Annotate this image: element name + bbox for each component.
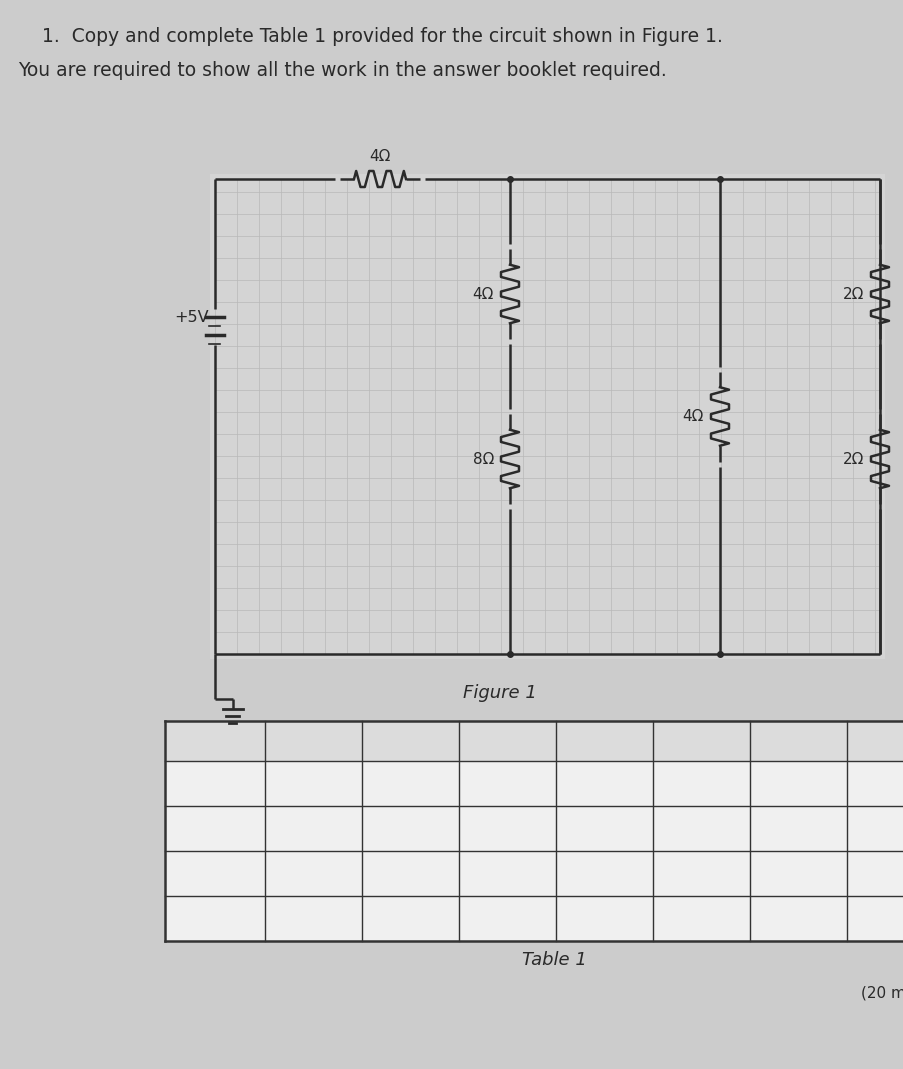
Text: 2: 2 [889, 775, 900, 792]
Text: 2Ω: 2Ω [842, 451, 863, 466]
Text: You are required to show all the work in the answer booklet required.: You are required to show all the work in… [18, 61, 666, 80]
Text: R$_6$: R$_6$ [883, 731, 903, 752]
Text: 4: 4 [695, 775, 706, 792]
Text: R$_4$: R$_4$ [690, 731, 712, 752]
Text: P/ W: P/ W [172, 910, 212, 928]
Text: 4: 4 [405, 775, 415, 792]
Text: Figure 1: Figure 1 [462, 684, 536, 702]
Text: (20 marks): (20 marks) [860, 986, 903, 1001]
Text: 8: 8 [599, 775, 610, 792]
Text: Table 1: Table 1 [522, 951, 586, 969]
Text: 8Ω: 8Ω [472, 451, 493, 466]
Text: R$_1$: R$_1$ [399, 731, 421, 752]
Text: 4Ω: 4Ω [369, 149, 390, 164]
Text: R/Ω: R/Ω [172, 775, 204, 792]
Text: R$_2$: R$_2$ [496, 731, 518, 752]
Bar [209, 174, 884, 659]
Text: 4: 4 [501, 775, 512, 792]
Bar [165, 721, 903, 941]
Text: 2Ω: 2Ω [842, 286, 863, 301]
Text: 4Ω: 4Ω [472, 286, 493, 301]
Text: 2: 2 [792, 775, 803, 792]
Text: I/ A: I/ A [172, 820, 201, 837]
Text: +5V: +5V [174, 310, 209, 325]
Text: 4Ω: 4Ω [682, 409, 703, 424]
Bar [165, 721, 903, 761]
Text: 1.  Copy and complete Table 1 provided for the circuit shown in Figure 1.: 1. Copy and complete Table 1 provided fo… [42, 27, 722, 46]
Text: R$_3$: R$_3$ [592, 731, 615, 752]
Text: R$_5$: R$_5$ [787, 731, 809, 752]
Text: R$_T$: R$_T$ [302, 731, 325, 752]
Text: V/ V: V/ V [172, 865, 208, 883]
